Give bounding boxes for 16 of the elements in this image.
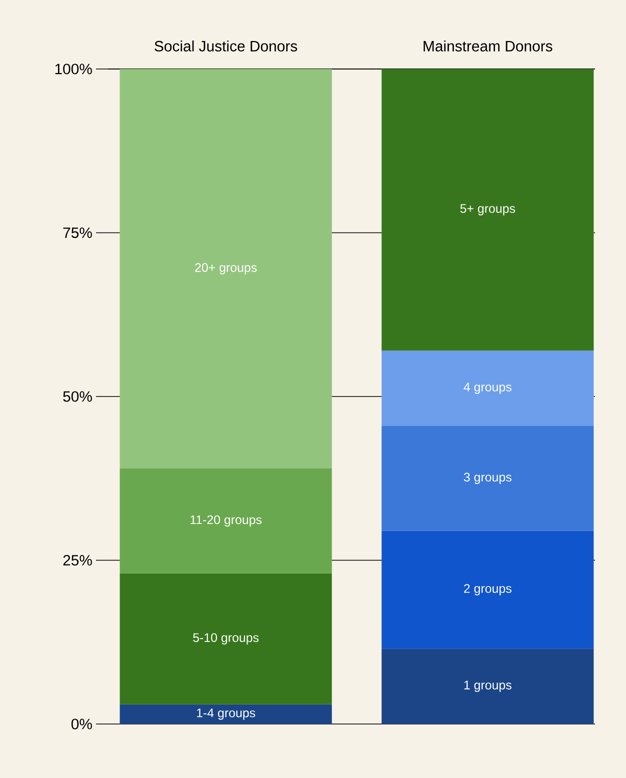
y-tick-label: 50% bbox=[63, 391, 92, 402]
y-tick-label: 75% bbox=[63, 227, 92, 238]
y-tick-label: 100% bbox=[55, 64, 92, 74]
series-label: 3 groups bbox=[464, 472, 512, 484]
x-tick-label: Mainstream Donors bbox=[424, 40, 552, 52]
series-label: 5-10 groups bbox=[193, 633, 259, 644]
y-tick-label: 25% bbox=[63, 554, 92, 566]
series-label: 1 groups bbox=[464, 680, 512, 692]
x-tick-label: Social Justice Donors bbox=[154, 40, 298, 52]
series-label: 1-4 groups bbox=[197, 708, 256, 720]
y-tick-label: 0% bbox=[71, 718, 92, 730]
series-label: 2 groups bbox=[464, 584, 512, 596]
series-label: 5+ groups bbox=[460, 204, 516, 216]
series-label: 20+ groups bbox=[195, 263, 257, 274]
series-label: 11-20 groups bbox=[190, 515, 262, 527]
series-label: 4 groups bbox=[464, 382, 512, 394]
